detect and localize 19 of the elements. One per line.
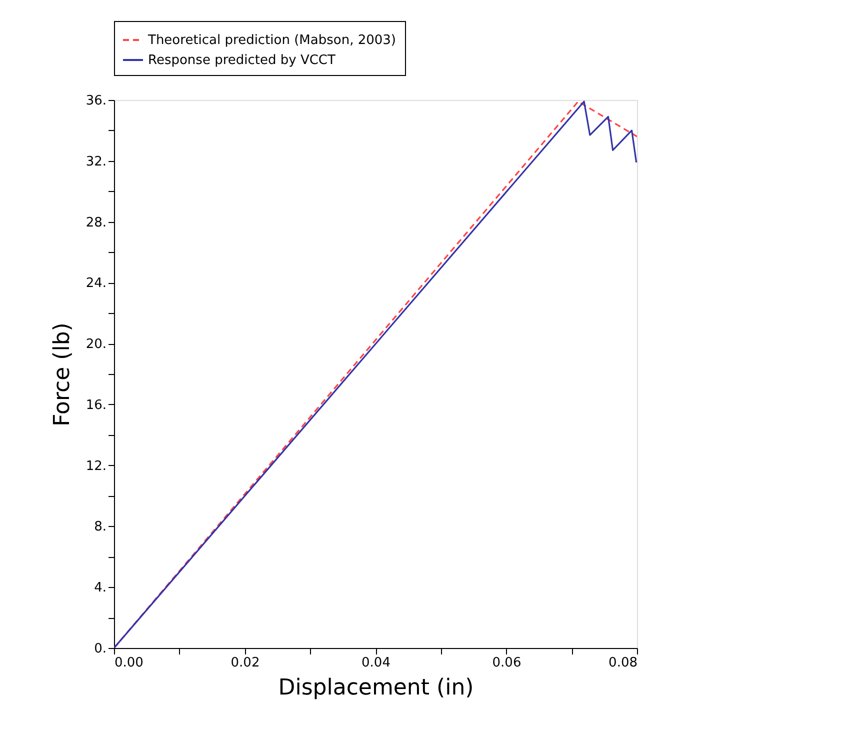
legend-label: Response predicted by VCCT [148, 53, 336, 68]
y-tick-label: 12. [86, 458, 106, 474]
x-tick-label: 0.04 [362, 656, 390, 670]
y-tick-label: 32. [86, 154, 106, 170]
x-tick-label: 0.06 [492, 656, 522, 670]
y-tick-label: 4. [94, 580, 106, 596]
y-tick-label: 20. [86, 337, 106, 352]
y-axis-title: Force (lb) [50, 322, 75, 426]
y-tick-label: 36. [86, 94, 106, 108]
y-tick-label: 0. [94, 642, 106, 656]
y-tick-label: 16. [86, 398, 106, 413]
x-tick-label: 0.02 [230, 656, 260, 670]
legend-label: Theoretical prediction (Mabson, 2003) [147, 33, 396, 48]
x-tick-label: 0.08 [608, 656, 638, 670]
y-tick-label: 8. [94, 520, 106, 535]
x-axis-title: Displacement (in) [278, 676, 474, 700]
y-tick-label: 28. [86, 215, 106, 230]
x-tick-label: 0.00 [114, 656, 144, 670]
y-tick-label: 24. [86, 276, 106, 292]
